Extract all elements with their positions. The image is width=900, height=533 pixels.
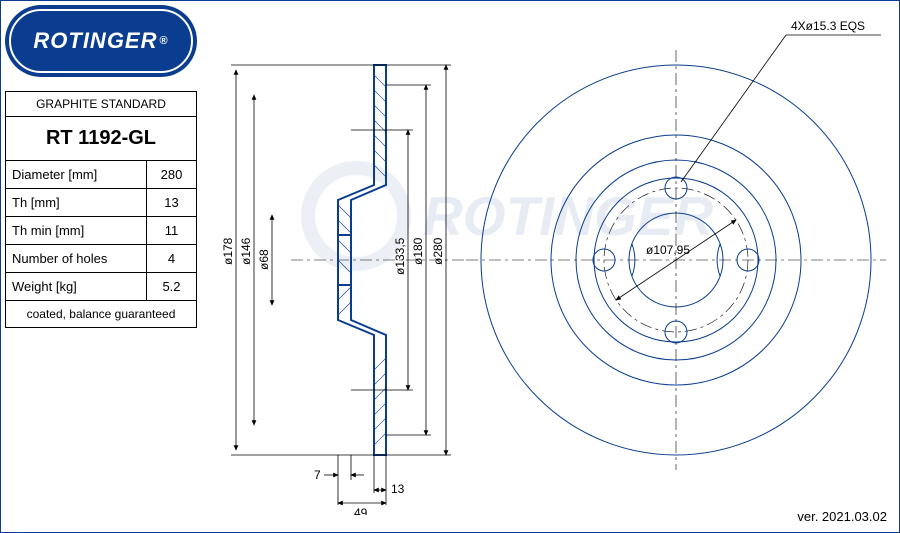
svg-text:ø178: ø178 [221,237,235,265]
svg-text:ø146: ø146 [239,237,253,265]
svg-text:ø280: ø280 [431,237,445,265]
table-row: Number of holes4 [6,245,197,273]
svg-text:ø107,95: ø107,95 [646,243,690,257]
part-number: RT 1192-GL [6,117,197,161]
logo-text: ROTINGER [33,28,157,54]
technical-drawing: ø178 ø146 ø68 ø133,5 ø180 ø280 7 13 49 [206,5,896,515]
table-row: Th [mm]13 [6,189,197,217]
svg-text:49: 49 [354,506,368,515]
spec-footer: coated, balance guaranteed [6,301,197,328]
spec-header: GRAPHITE STANDARD [6,92,197,117]
spec-table: GRAPHITE STANDARD RT 1192-GL Diameter [m… [5,91,197,328]
table-row: Weight [kg]5.2 [6,273,197,301]
svg-text:ø180: ø180 [411,237,425,265]
svg-text:4Xø15.3 EQS: 4Xø15.3 EQS [791,19,865,33]
svg-text:13: 13 [391,482,405,496]
brand-logo: ROTINGER® [5,5,197,77]
svg-text:7: 7 [314,468,321,482]
table-row: Th min [mm]11 [6,217,197,245]
svg-text:ø68: ø68 [257,249,271,270]
cross-section-view: ø178 ø146 ø68 ø133,5 ø180 ø280 7 13 49 [221,65,466,515]
logo-registered: ® [160,35,169,47]
front-view: ø107,95 4Xø15.3 EQS [466,19,886,470]
version-label: ver. 2021.03.02 [797,509,887,524]
svg-text:ø133,5: ø133,5 [393,237,407,275]
table-row: Diameter [mm]280 [6,161,197,189]
